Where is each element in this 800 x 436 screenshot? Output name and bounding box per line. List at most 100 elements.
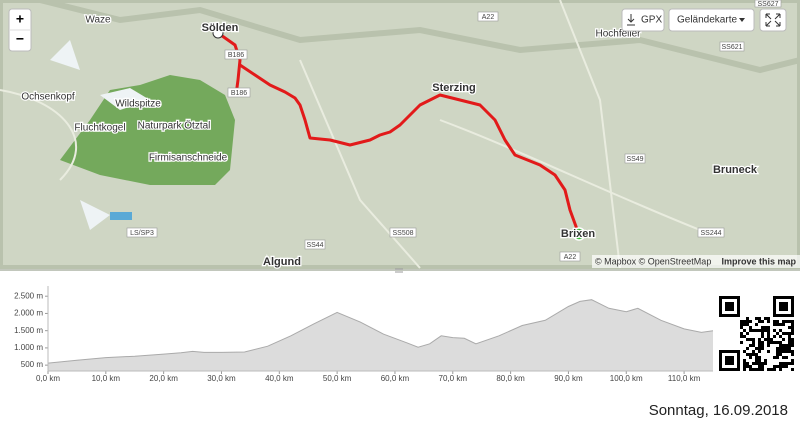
qr-module [767, 344, 770, 347]
qr-module [779, 344, 782, 347]
qr-module [725, 302, 728, 305]
place-label: Firmisanschneide [149, 153, 228, 164]
road-label: SS49 [626, 156, 643, 163]
qr-module [788, 320, 791, 323]
qr-module [785, 356, 788, 359]
layer-select[interactable] [668, 8, 755, 32]
qr-module [743, 329, 746, 332]
qr-module [728, 362, 731, 365]
qr-module [737, 305, 740, 308]
road-label: SS627 [757, 1, 778, 8]
qr-module [725, 305, 728, 308]
qr-module [758, 341, 761, 344]
qr-module [731, 305, 734, 308]
qr-module [785, 296, 788, 299]
qr-module [746, 362, 749, 365]
qr-module [779, 302, 782, 305]
qr-module [791, 329, 794, 332]
qr-module [740, 335, 743, 338]
qr-module [737, 359, 740, 362]
qr-module [719, 368, 722, 371]
qr-module [758, 329, 761, 332]
glacier [50, 40, 150, 230]
qr-module [773, 335, 776, 338]
qr-module [764, 362, 767, 365]
place-label: Naturpark Ötztal [138, 120, 211, 132]
qr-module [737, 296, 740, 299]
qr-module [773, 356, 776, 359]
qr-module [788, 344, 791, 347]
qr-module [743, 359, 746, 362]
qr-module [770, 338, 773, 341]
qr-module [779, 296, 782, 299]
qr-module [773, 314, 776, 317]
qr-module [785, 302, 788, 305]
qr-module [755, 317, 758, 320]
qr-module [749, 368, 752, 371]
qr-module [728, 356, 731, 359]
qr-module [776, 356, 779, 359]
qr-module [773, 320, 776, 323]
qr-module [737, 350, 740, 353]
qr-module [752, 341, 755, 344]
qr-module [785, 308, 788, 311]
qr-module [740, 320, 743, 323]
qr-module [722, 368, 725, 371]
qr-module [773, 302, 776, 305]
qr-module [782, 365, 785, 368]
qr-module [788, 335, 791, 338]
qr-module [776, 314, 779, 317]
resize-handle[interactable] [395, 268, 403, 273]
qr-module [719, 359, 722, 362]
attribution-link[interactable]: Improve this map [721, 256, 796, 266]
qr-module [728, 296, 731, 299]
place-label: Wildspitze [115, 99, 161, 110]
qr-module [737, 302, 740, 305]
road-label: B186 [228, 52, 244, 59]
qr-module [782, 362, 785, 365]
place-label: Ochsenkopf [21, 92, 75, 103]
qr-module [767, 326, 770, 329]
qr-module [791, 338, 794, 341]
date: Sonntag, 16.09.2018 [649, 402, 788, 419]
qr-module [752, 350, 755, 353]
qr-module [791, 362, 794, 365]
qr-module [791, 302, 794, 305]
qr-module [737, 362, 740, 365]
layer-label[interactable]: Geländekarte [677, 15, 737, 26]
qr-module [764, 326, 767, 329]
fullscreen-button[interactable] [759, 8, 787, 32]
qr-module [791, 326, 794, 329]
valley [0, 0, 701, 269]
zoom-in[interactable]: + [16, 11, 24, 27]
qr-module [746, 347, 749, 350]
y-tick-label: 500 m [21, 360, 44, 369]
qr-module [767, 329, 770, 332]
road-label: SS508 [392, 230, 413, 237]
qr-module [746, 353, 749, 356]
zoom-out[interactable]: − [16, 31, 24, 47]
gpx-label[interactable]: GPX [641, 15, 662, 26]
qr-module [755, 329, 758, 332]
qr-module [758, 344, 761, 347]
qr-module [722, 350, 725, 353]
qr-module [773, 365, 776, 368]
x-tick-label: 0,0 km [36, 374, 60, 383]
qr-module [755, 347, 758, 350]
qr-module [749, 329, 752, 332]
qr-module [746, 332, 749, 335]
qr-module [746, 323, 749, 326]
qr-module [791, 332, 794, 335]
qr-module [746, 338, 749, 341]
qr-module [761, 320, 764, 323]
qr-module [782, 314, 785, 317]
qr-module [764, 317, 767, 320]
qr-module [788, 347, 791, 350]
qr-module [719, 311, 722, 314]
qr-module [755, 353, 758, 356]
qr-module [740, 341, 743, 344]
qr-module [734, 350, 737, 353]
qr-module [782, 320, 785, 323]
qr-module [791, 368, 794, 371]
start-marker [212, 27, 224, 39]
